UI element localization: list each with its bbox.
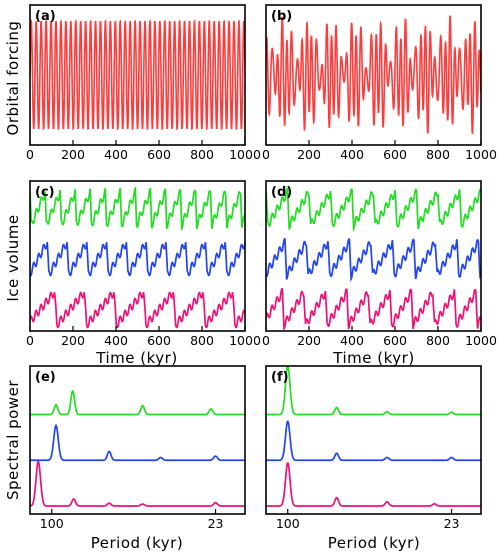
x-tick-label-b: 0: [262, 147, 270, 162]
x-tick-label-e: 23: [208, 516, 224, 531]
panel-a: (a) 0 200 400 600 800 1000: [26, 4, 261, 162]
x-tick-label-c: 0: [26, 333, 34, 348]
panel-c: (c) 0 200 400 600 800 1000: [26, 180, 261, 348]
x-tick-label-d: 0: [262, 333, 270, 348]
ice-series-c-0: [30, 186, 245, 232]
ice-series-c-2: [30, 291, 245, 329]
x-tick-label-b: 800: [426, 147, 450, 162]
spectrum-series-e-2: [30, 460, 245, 507]
spectrum-series-e-1: [30, 423, 245, 462]
ylabel-orbital-forcing: Orbital forcing: [4, 21, 22, 136]
x-tick-label-d: 400: [340, 333, 364, 348]
xlabel-time-c: Time (kyr): [95, 349, 177, 367]
plot-layer: (a)0 200 400 600 800 1000(b)0 200 400 600 800 1000…: [26, 4, 497, 531]
ice-series-c-1: [30, 242, 245, 277]
x-tick-label-a: 200: [61, 147, 85, 162]
xlabel-time-d: Time (kyr): [332, 349, 414, 367]
x-tick-label-b: 1000: [465, 147, 497, 162]
x-tick-label-f: 100: [276, 516, 300, 531]
x-tick-label-d: 600: [383, 333, 407, 348]
axes-frame-e: [29, 365, 246, 515]
x-tick-label-b: 200: [297, 147, 321, 162]
x-tick-label-b: 400: [340, 147, 364, 162]
forcing-series-b: [266, 15, 481, 134]
panel-label-f: (f): [271, 370, 289, 385]
x-tick-label-a: 800: [190, 147, 214, 162]
x-tick-label-d: 200: [297, 333, 321, 348]
panel-b: (b) 0 200 400 600 800 1000: [262, 4, 497, 162]
x-tick-label-c: 1000: [229, 333, 261, 348]
label-layer: Orbital forcing Ice volume Spectral powe…: [4, 21, 420, 552]
panel-label-d: (d): [271, 185, 292, 200]
x-tick-label-c: 200: [61, 333, 85, 348]
x-tick-label-c: 600: [147, 333, 171, 348]
ice-series-d-1: [266, 237, 481, 283]
ice-series-d-2: [266, 287, 481, 331]
spectrum-series-f-1: [266, 420, 481, 462]
xlabel-period-e: Period (kyr): [91, 534, 183, 552]
x-tick-label-d: 1000: [465, 333, 497, 348]
panel-label-b: (b): [271, 9, 292, 24]
x-tick-label-a: 600: [147, 147, 171, 162]
x-tick-label-f: 23: [444, 516, 460, 531]
x-tick-label-a: 1000: [229, 147, 261, 162]
panel-d: (d) 0 200 400 600 800 1000: [262, 180, 497, 348]
axes-frame-f: [265, 365, 482, 515]
panel-label-c: (c): [35, 185, 55, 200]
x-tick-label-c: 400: [104, 333, 128, 348]
axes-frame-a: [29, 4, 246, 146]
axes-frame-b: [265, 4, 482, 146]
xlabel-period-f: Period (kyr): [328, 534, 420, 552]
x-tick-label-a: 400: [104, 147, 128, 162]
panel-e: (e) 100 23: [29, 365, 246, 531]
axes-frame-c: [29, 180, 246, 332]
ice-series-d-0: [266, 187, 481, 233]
forcing-series-a: [30, 19, 245, 131]
x-tick-label-c: 800: [190, 333, 214, 348]
x-tick-label-d: 800: [426, 333, 450, 348]
ylabel-spectral-power: Spectral power: [4, 380, 22, 500]
panel-label-a: (a): [35, 9, 56, 24]
spectrum-series-f-2: [266, 462, 481, 507]
panel-f: (f) 100 23: [265, 365, 482, 531]
x-tick-label-a: 0: [26, 147, 34, 162]
spectrum-series-e-0: [30, 389, 245, 416]
panel-label-e: (e): [35, 370, 56, 385]
ylabel-ice-volume: Ice volume: [4, 214, 22, 301]
x-tick-label-e: 100: [40, 516, 64, 531]
spectrum-series-f-0: [266, 366, 481, 416]
x-tick-label-b: 600: [383, 147, 407, 162]
axes-frame-d: [265, 180, 482, 332]
